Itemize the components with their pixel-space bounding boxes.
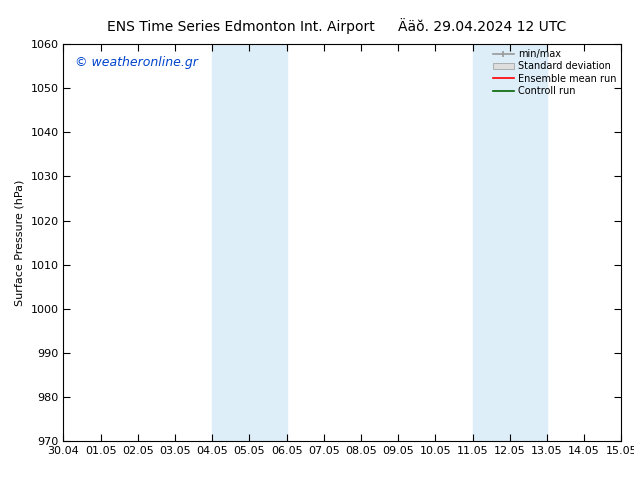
Text: © weatheronline.gr: © weatheronline.gr [75,56,197,69]
Y-axis label: Surface Pressure (hPa): Surface Pressure (hPa) [15,179,25,306]
Text: ENS Time Series Edmonton Int. Airport: ENS Time Series Edmonton Int. Airport [107,20,375,34]
Legend: min/max, Standard deviation, Ensemble mean run, Controll run: min/max, Standard deviation, Ensemble me… [491,47,618,98]
Bar [212,44,287,441]
Bar [472,44,547,441]
Text: Ääŏ. 29.04.2024 12 UTC: Ääŏ. 29.04.2024 12 UTC [398,20,566,34]
